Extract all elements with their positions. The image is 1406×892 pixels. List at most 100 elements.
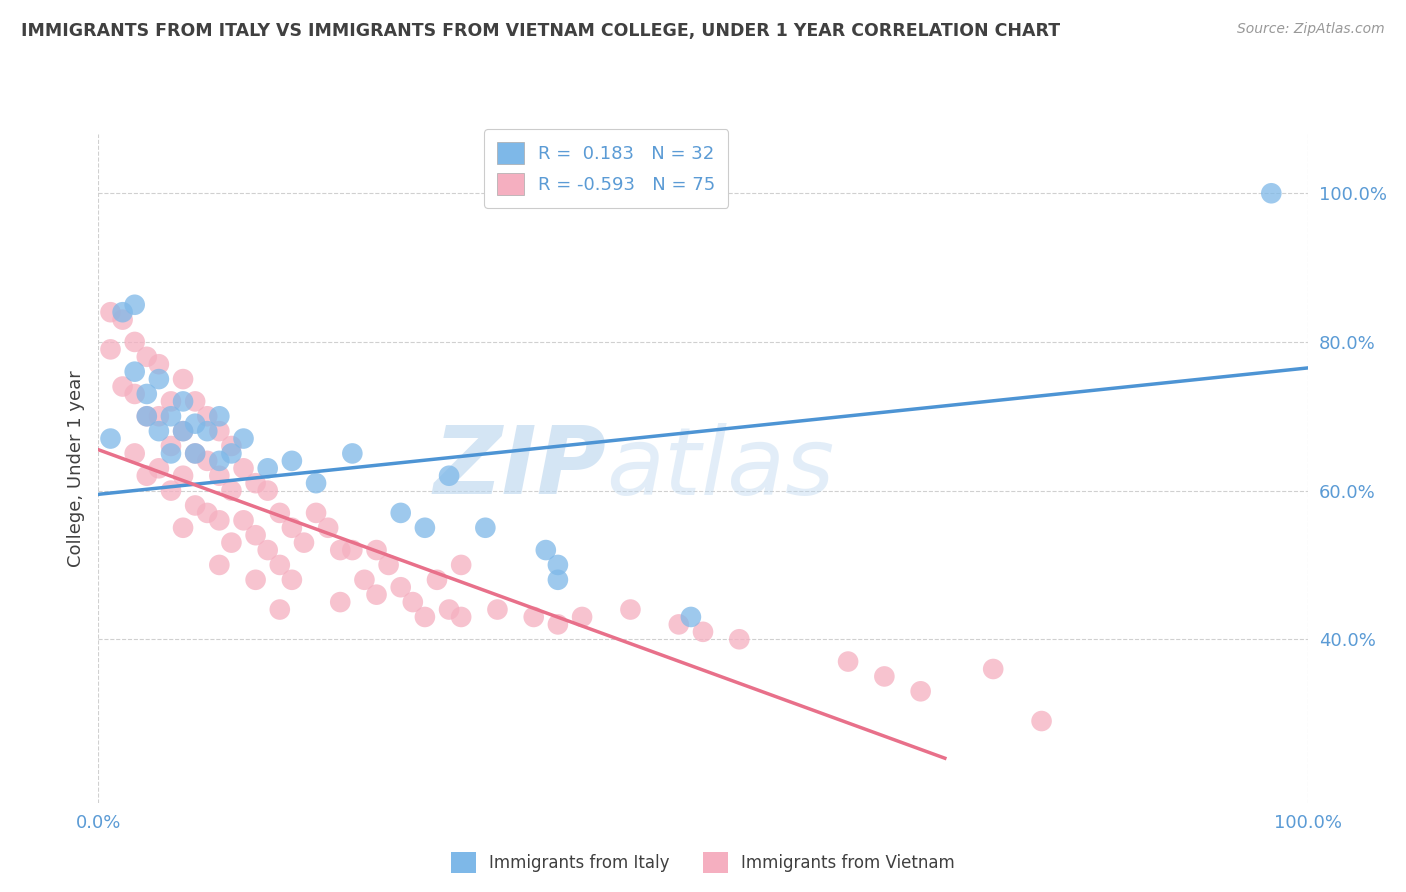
Point	[474, 521, 496, 535]
Point	[221, 439, 243, 453]
Legend: R =  0.183   N = 32, R = -0.593   N = 75: R = 0.183 N = 32, R = -0.593 N = 75	[484, 129, 728, 208]
Text: Source: ZipAtlas.com: Source: ZipAtlas.com	[1237, 22, 1385, 37]
Point	[100, 343, 122, 357]
Point	[692, 624, 714, 639]
Point	[305, 476, 328, 491]
Point	[184, 499, 207, 513]
Point	[232, 461, 254, 475]
Point	[135, 350, 157, 364]
Point	[111, 305, 134, 319]
Point	[353, 573, 375, 587]
Point	[342, 543, 364, 558]
Point	[111, 379, 134, 393]
Text: IMMIGRANTS FROM ITALY VS IMMIGRANTS FROM VIETNAM COLLEGE, UNDER 1 YEAR CORRELATI: IMMIGRANTS FROM ITALY VS IMMIGRANTS FROM…	[21, 22, 1060, 40]
Point	[316, 521, 339, 535]
Point	[135, 387, 157, 401]
Point	[281, 454, 304, 468]
Point	[389, 506, 412, 520]
Point	[124, 365, 146, 379]
Point	[269, 506, 291, 520]
Point	[450, 610, 472, 624]
Point	[728, 632, 751, 647]
Point	[571, 610, 593, 624]
Point	[195, 454, 218, 468]
Point	[195, 506, 218, 520]
Point	[148, 372, 170, 386]
Point	[547, 617, 569, 632]
Point	[837, 655, 859, 669]
Point	[679, 610, 702, 624]
Point	[232, 513, 254, 527]
Point	[148, 409, 170, 424]
Text: ZIP: ZIP	[433, 422, 606, 515]
Point	[426, 573, 449, 587]
Point	[172, 394, 194, 409]
Point	[523, 610, 546, 624]
Point	[148, 357, 170, 371]
Point	[366, 588, 388, 602]
Point	[135, 409, 157, 424]
Y-axis label: College, Under 1 year: College, Under 1 year	[66, 370, 84, 566]
Point	[124, 298, 146, 312]
Point	[148, 461, 170, 475]
Point	[1260, 186, 1282, 201]
Point	[305, 506, 328, 520]
Point	[292, 535, 315, 549]
Point	[245, 573, 267, 587]
Point	[437, 602, 460, 616]
Point	[172, 424, 194, 438]
Point	[208, 454, 231, 468]
Point	[100, 432, 122, 446]
Point	[160, 446, 183, 460]
Point	[413, 521, 436, 535]
Point	[184, 446, 207, 460]
Point	[221, 483, 243, 498]
Point	[269, 602, 291, 616]
Point	[910, 684, 932, 698]
Point	[486, 602, 509, 616]
Point	[172, 521, 194, 535]
Point	[160, 409, 183, 424]
Point	[619, 602, 641, 616]
Point	[208, 468, 231, 483]
Point	[221, 535, 243, 549]
Point	[402, 595, 425, 609]
Point	[342, 446, 364, 460]
Point	[450, 558, 472, 572]
Point	[172, 468, 194, 483]
Point	[160, 394, 183, 409]
Point	[124, 334, 146, 349]
Point	[245, 476, 267, 491]
Point	[124, 387, 146, 401]
Point	[221, 446, 243, 460]
Text: atlas: atlas	[606, 423, 835, 514]
Point	[184, 394, 207, 409]
Point	[172, 372, 194, 386]
Point	[366, 543, 388, 558]
Point	[281, 521, 304, 535]
Point	[256, 483, 278, 498]
Point	[437, 468, 460, 483]
Point	[329, 595, 352, 609]
Point	[208, 558, 231, 572]
Point	[208, 513, 231, 527]
Point	[232, 432, 254, 446]
Point	[100, 305, 122, 319]
Point	[135, 468, 157, 483]
Point	[389, 580, 412, 594]
Point	[148, 424, 170, 438]
Point	[256, 543, 278, 558]
Point	[195, 409, 218, 424]
Point	[184, 417, 207, 431]
Point	[124, 446, 146, 460]
Point	[534, 543, 557, 558]
Point	[256, 461, 278, 475]
Point	[208, 409, 231, 424]
Point	[1031, 714, 1053, 728]
Point	[160, 439, 183, 453]
Point	[184, 446, 207, 460]
Point	[135, 409, 157, 424]
Point	[111, 312, 134, 326]
Point	[208, 424, 231, 438]
Point	[547, 573, 569, 587]
